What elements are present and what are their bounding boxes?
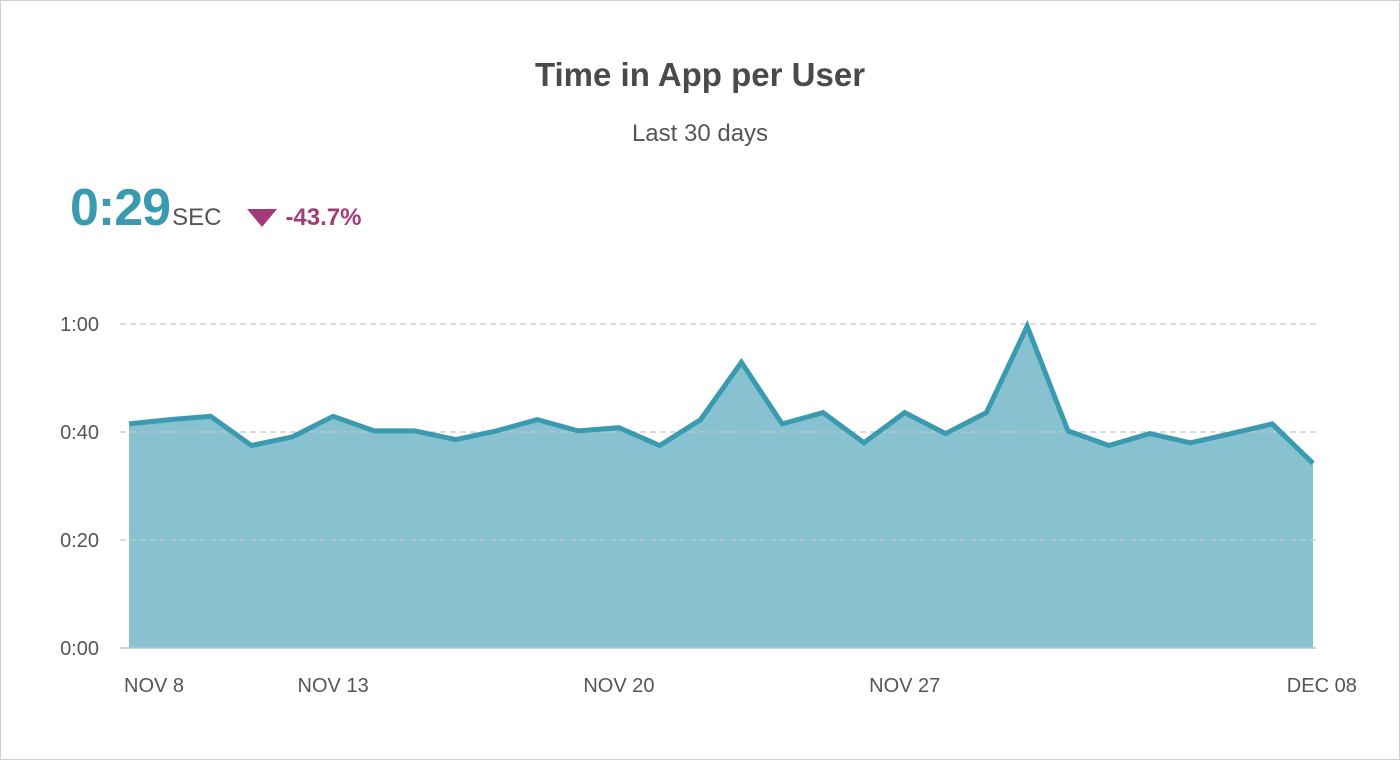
series-area <box>129 326 1313 648</box>
y-tick-label: 0:40 <box>60 422 99 444</box>
kpi-summary: 0:29 SEC -43.7% <box>70 178 361 238</box>
kpi-change: -43.7% <box>247 204 361 232</box>
kpi-value: 0:29 <box>70 179 171 237</box>
x-tick-label: NOV 27 <box>869 675 940 697</box>
kpi-unit: SEC <box>172 204 222 231</box>
chart-title: Time in App per User <box>534 56 866 93</box>
x-tick-label: NOV 13 <box>298 675 369 697</box>
y-tick-label: 0:00 <box>60 638 99 660</box>
x-tick-label: NOV 8 <box>124 675 184 697</box>
y-tick-label: 1:00 <box>60 314 99 336</box>
y-tick-label: 0:20 <box>60 530 99 552</box>
series-line <box>128 319 1315 466</box>
x-tick-label: DEC 08 <box>1287 675 1357 697</box>
chart-subtitle: Last 30 days <box>631 120 769 147</box>
triangle-down-icon <box>247 209 278 227</box>
x-tick-label: NOV 20 <box>583 675 654 697</box>
kpi-change-value: -43.7% <box>285 204 362 231</box>
